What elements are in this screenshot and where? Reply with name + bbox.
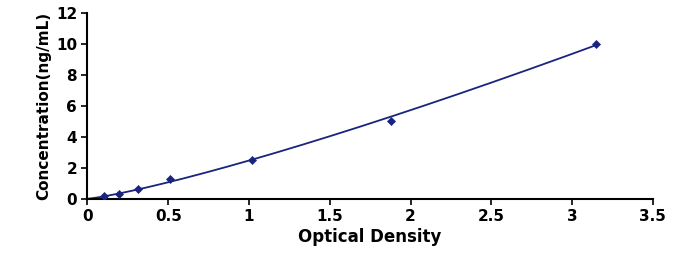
- X-axis label: Optical Density: Optical Density: [298, 228, 442, 246]
- Y-axis label: Concentration(ng/mL): Concentration(ng/mL): [36, 12, 52, 200]
